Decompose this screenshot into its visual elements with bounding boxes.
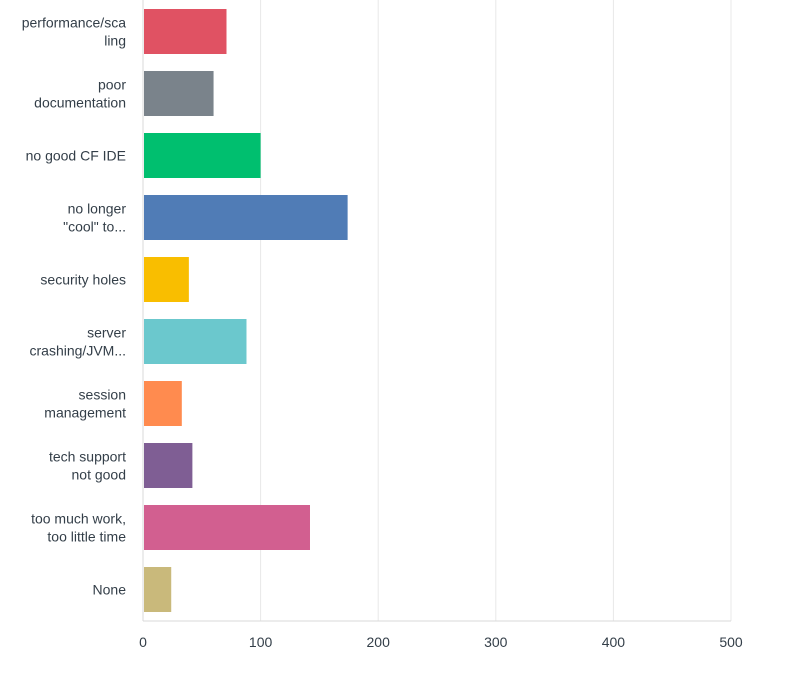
bars [144, 9, 348, 612]
bar-1[interactable] [144, 9, 227, 54]
category-label-2: poor documentation [34, 77, 126, 111]
x-tick-label-0: 0 [139, 634, 147, 650]
category-label-4: no longer "cool" to... [63, 201, 126, 235]
bar-7[interactable] [144, 381, 182, 426]
bar-3[interactable] [144, 133, 261, 178]
bar-4[interactable] [144, 195, 348, 240]
category-label-5: security holes [40, 272, 126, 288]
x-axis-ticks: 0 100 200 300 400 500 [139, 634, 743, 650]
category-label-1: performance/sca ling [22, 15, 126, 49]
category-label-9: too much work, too little time [31, 511, 126, 545]
category-labels: performance/sca ling poor documentation no g… [22, 15, 127, 598]
x-tick-label-400: 400 [602, 634, 626, 650]
category-label-7: session management [44, 387, 126, 421]
bar-6[interactable] [144, 319, 247, 364]
x-tick-label-300: 300 [484, 634, 508, 650]
bar-5[interactable] [144, 257, 189, 302]
x-tick-label-500: 500 [719, 634, 743, 650]
bar-2[interactable] [144, 71, 214, 116]
category-label-8: tech support not good [49, 449, 126, 483]
x-tick-label-100: 100 [249, 634, 273, 650]
category-label-3: no good CF IDE [26, 148, 126, 164]
category-label-6: server crashing/JVM... [30, 325, 127, 359]
bar-10[interactable] [144, 567, 172, 612]
x-tick-label-200: 200 [367, 634, 391, 650]
bar-8[interactable] [144, 443, 193, 488]
category-label-10: None [93, 582, 127, 598]
bar-9[interactable] [144, 505, 310, 550]
